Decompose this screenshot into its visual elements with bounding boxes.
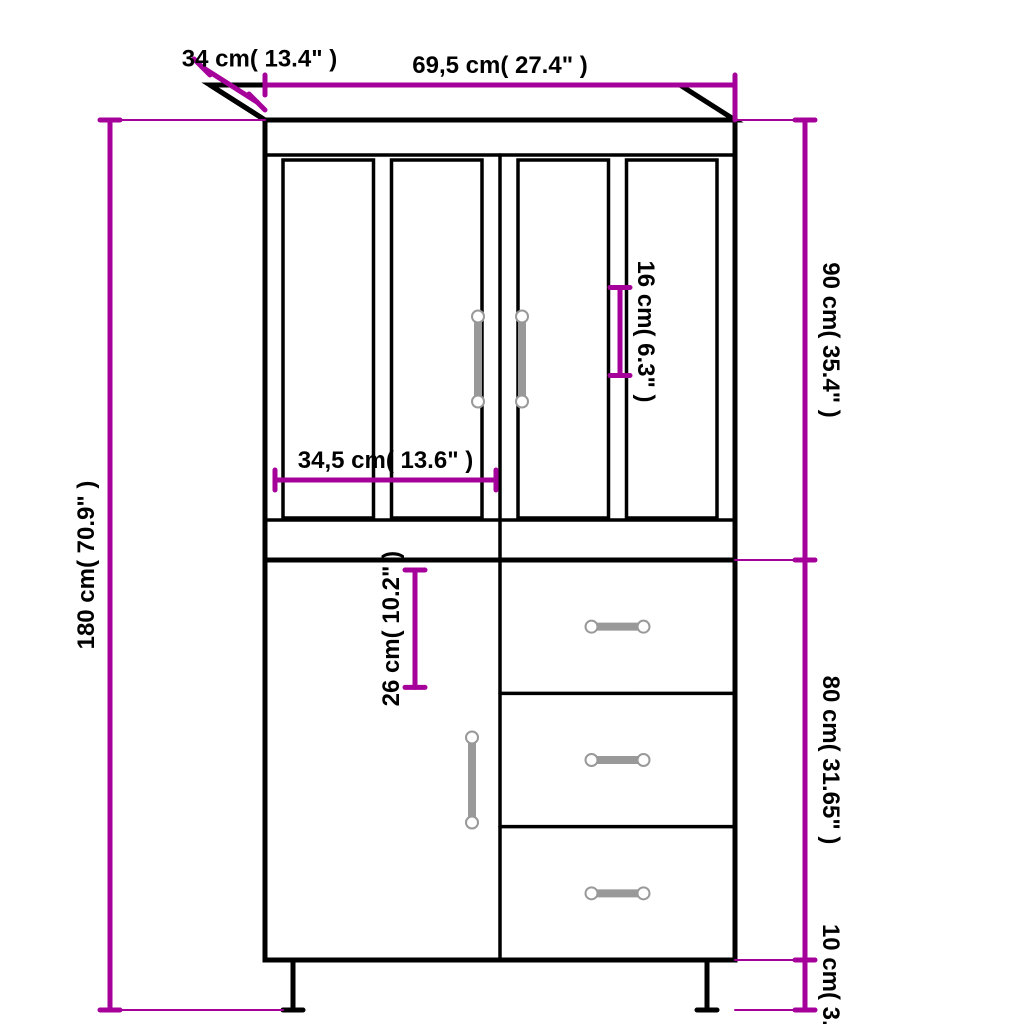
dim-total-height: 180 cm( 70.9" ) (73, 481, 100, 650)
cabinet-leg (697, 960, 717, 1010)
diagram-stage: 34 cm( 13.4" ) 69,5 cm( 27.4" ) 180 cm( 70… (0, 0, 1024, 1024)
cabinet-top-slab (210, 85, 735, 120)
dim-lower-height: 80 cm( 31.65" ) (817, 676, 844, 845)
dim-handle-len: 16 cm( 6.3" ) (632, 260, 659, 402)
cabinet-leg (283, 960, 303, 1010)
dim-depth: 34 cm( 13.4" ) (182, 46, 337, 73)
dim-leg-height: 10 cm( 3.9" ) (817, 924, 844, 1024)
dim-door-width: 34,5 cm( 13.6" ) (298, 447, 473, 474)
handle (466, 732, 478, 829)
handle (586, 621, 650, 633)
dimension-drawing: 34 cm( 13.4" ) 69,5 cm( 27.4" ) 180 cm( 70… (0, 0, 1024, 1024)
dim-upper-height: 90 cm( 35.4" ) (817, 262, 844, 417)
dim-drawer-height: 26 cm( 10.2" ) (378, 551, 405, 706)
dim-width: 69,5 cm( 27.4" ) (412, 52, 587, 79)
handle (586, 754, 650, 766)
handle (586, 887, 650, 899)
